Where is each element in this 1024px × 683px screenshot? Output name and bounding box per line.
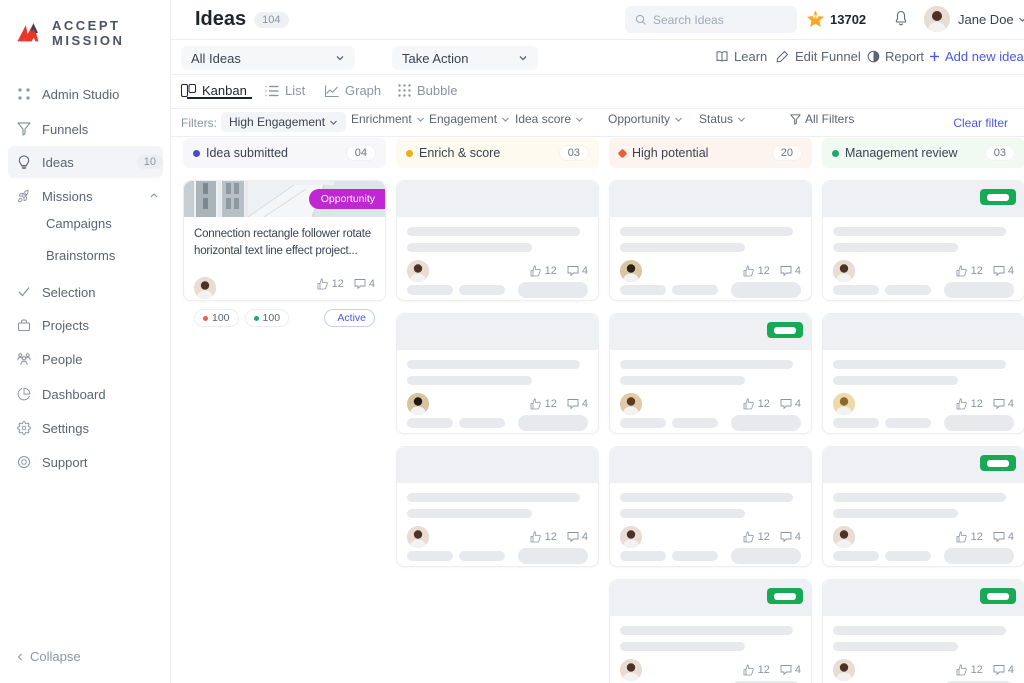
svg-text:99: 99 (812, 15, 818, 21)
